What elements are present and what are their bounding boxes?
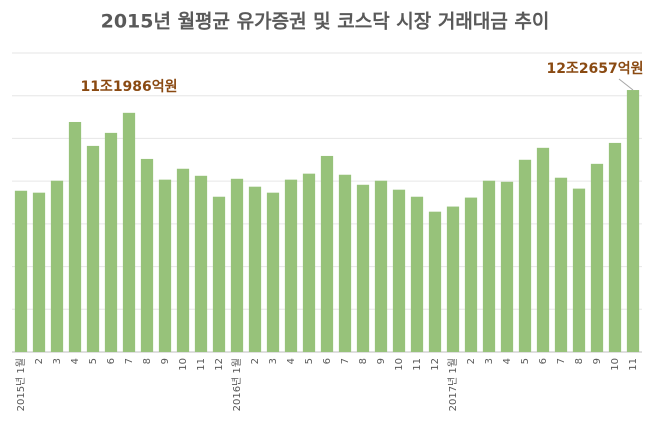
bar [446,206,460,352]
value-label: 11조1986억원 [80,79,177,95]
x-tick-label: 2 [34,358,45,364]
x-tick-label: 2016년 1월 [231,358,243,411]
x-tick-label: 9 [376,358,387,364]
x-tick-label: 9 [592,358,603,364]
x-tick-label: 8 [574,358,585,364]
bar [590,163,604,352]
bar [14,190,28,352]
x-tick-label: 10 [394,358,405,371]
bar [140,158,154,352]
bar [410,196,424,352]
x-tick-label: 8 [142,358,153,364]
bar [302,173,316,352]
bar [338,174,352,352]
bar [212,196,226,352]
bar [320,155,334,352]
x-tick-label: 6 [106,358,117,364]
x-tick-label: 3 [484,358,495,364]
x-tick-label: 12 [214,358,225,371]
x-tick-label: 11 [196,358,207,371]
x-tick-label: 2 [250,358,261,364]
x-tick-label: 4 [502,358,513,364]
x-tick-label: 3 [268,358,279,364]
bar [392,189,406,352]
bar [464,197,478,352]
bar [50,180,64,352]
x-tick-label: 11 [412,358,423,371]
x-tick-label: 2017년 1월 [447,358,459,411]
value-label: 12조2657억원 [546,61,643,77]
x-tick-label: 9 [160,358,171,364]
bar [104,132,118,352]
x-tick-label: 3 [52,358,63,364]
x-tick-label: 6 [322,358,333,364]
x-tick-label: 12 [430,358,441,371]
x-tick-label: 8 [358,358,369,364]
bar [554,177,568,352]
bar [374,180,388,352]
bar [176,168,190,352]
bar [608,142,622,352]
bar [626,90,640,352]
leader-line [618,78,634,91]
x-tick-label: 2015년 1월 [15,358,27,411]
x-tick-label: 6 [538,358,549,364]
bar [194,175,208,352]
bar [68,121,82,352]
bar [572,188,586,352]
x-tick-label: 4 [286,358,297,364]
x-tick-label: 10 [610,358,621,371]
x-tick-label: 7 [556,358,567,364]
bar [248,186,262,352]
bar [500,181,514,352]
x-tick-label: 5 [304,358,315,364]
x-tick-label: 7 [340,358,351,364]
x-tick-label: 10 [178,358,189,371]
bar [122,112,136,353]
bar [230,178,244,352]
x-tick-label: 2 [466,358,477,364]
x-tick-label: 5 [520,358,531,364]
x-tick-label: 5 [88,358,99,364]
x-tick-label: 4 [70,358,81,364]
bar [266,192,280,352]
x-tick-label: 11 [628,358,639,371]
bar [284,179,298,352]
bar [518,159,532,352]
bar [428,211,442,352]
x-tick-label: 7 [124,358,135,364]
bar [158,179,172,352]
bar [482,180,496,352]
bar [356,184,370,352]
bar [536,147,550,352]
bar [86,145,100,352]
chart-title: 2015년 월평균 유가증권 및 코스닥 시장 거래대금 추이 [101,11,550,33]
bar [32,192,46,352]
